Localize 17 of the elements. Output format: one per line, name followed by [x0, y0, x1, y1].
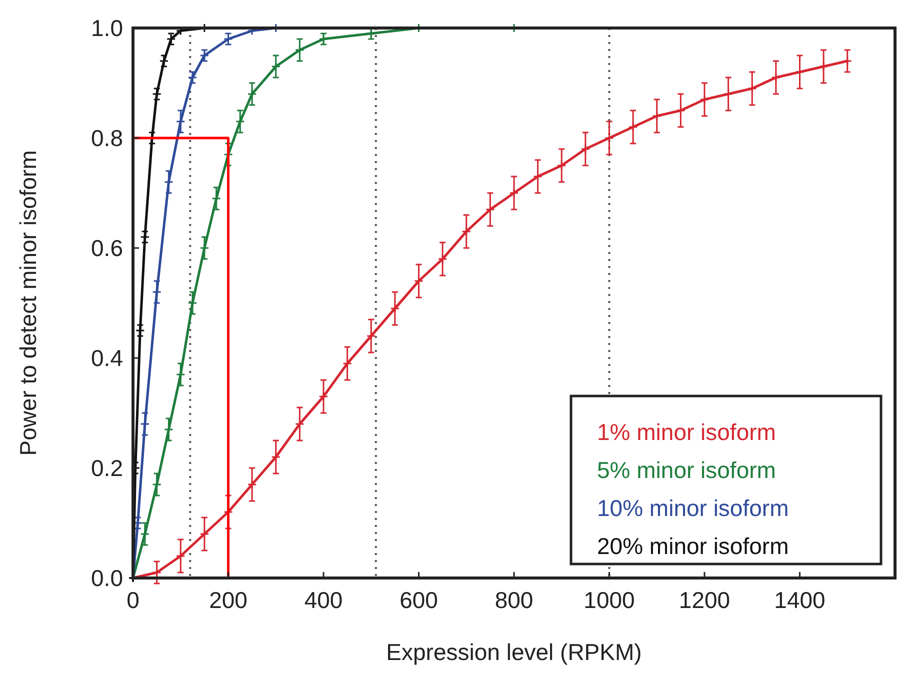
- x-tick-label: 800: [494, 587, 534, 613]
- y-tick-label: 0.2: [91, 455, 123, 481]
- x-tick-label: 600: [400, 587, 438, 613]
- legend-box: 1% minor isoform 5% minor isoform 10% minor isoform 20% minor isoform: [570, 394, 882, 566]
- y-tick-label: 0.4: [91, 345, 124, 371]
- y-tick-label: 0.6: [91, 235, 123, 261]
- x-tick-label: 1400: [774, 587, 826, 613]
- y-tick-label: 1.0: [91, 15, 123, 41]
- x-tick-label: 200: [209, 587, 248, 613]
- x-tick-label: 400: [304, 587, 343, 613]
- x-tick-label: 1200: [678, 587, 730, 613]
- y-tick-label: 0.8: [91, 125, 123, 151]
- y-tick-label: 0.0: [91, 565, 123, 591]
- x-axis-title: Expression level (RPKM): [386, 639, 642, 665]
- x-tick-label: 1000: [584, 587, 635, 613]
- x-tick-label: 0: [126, 587, 140, 613]
- y-axis-title: Power to detect minor isoform: [15, 150, 41, 456]
